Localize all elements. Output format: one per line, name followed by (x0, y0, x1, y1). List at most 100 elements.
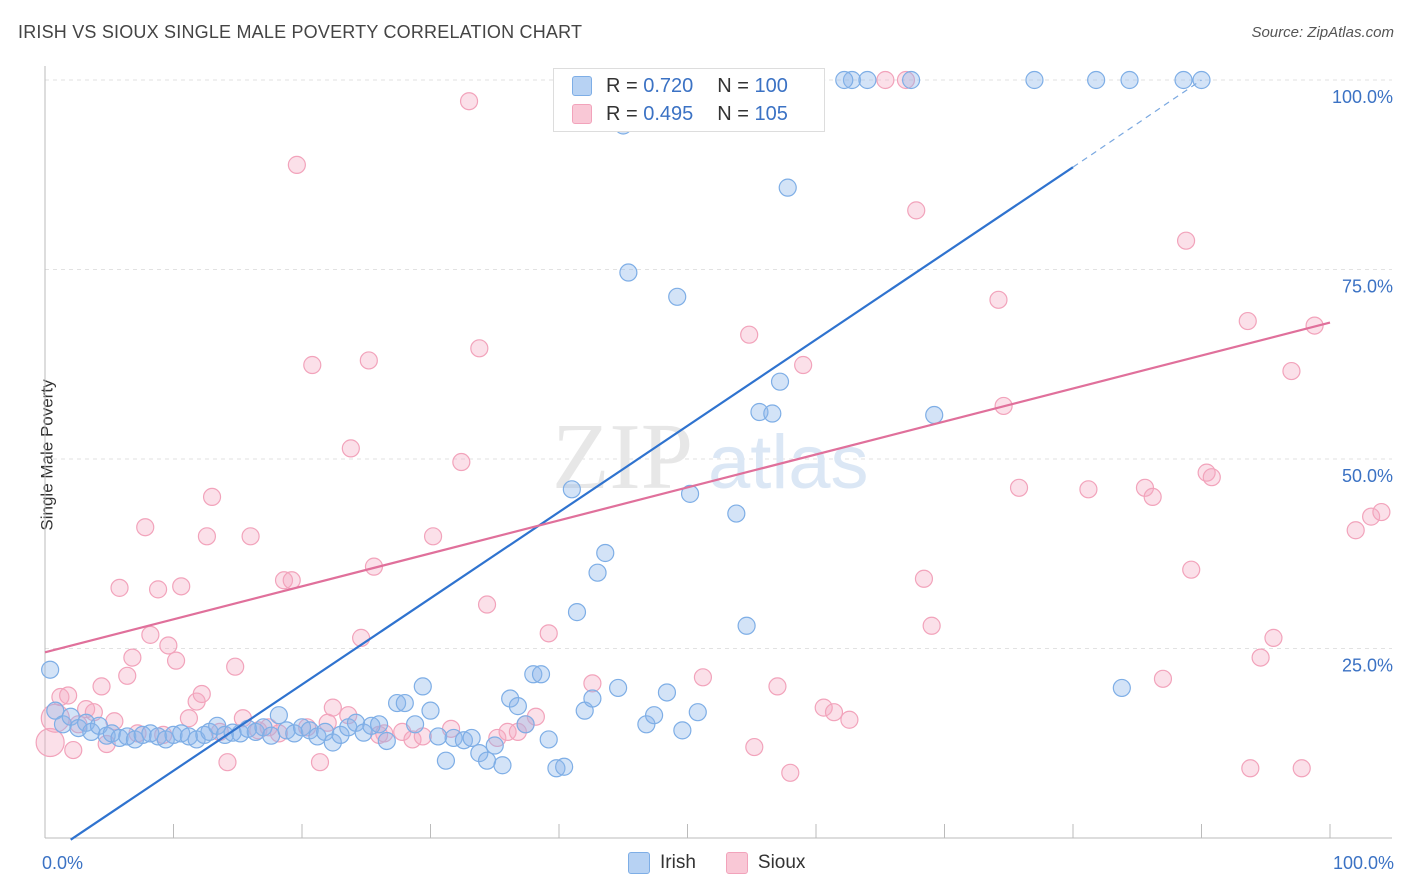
point-irish (609, 678, 628, 698)
point-irish (1025, 70, 1044, 90)
point-sioux (1241, 759, 1260, 778)
point-sioux (287, 155, 306, 174)
point-sioux (470, 339, 489, 358)
point-irish (133, 725, 152, 745)
point-sioux (35, 727, 65, 758)
point-irish (778, 178, 797, 197)
y-tick-label: 50.0% (1342, 466, 1393, 486)
point-sioux (226, 657, 245, 676)
point-irish (901, 70, 921, 90)
point-sioux (110, 578, 129, 597)
point-sioux (477, 595, 497, 614)
legend-swatch-sioux (725, 852, 748, 874)
point-sioux (166, 651, 186, 670)
legend-label-irish: Irish (660, 852, 696, 873)
point-irish (395, 693, 414, 713)
point-sioux (896, 70, 916, 90)
point-sioux (359, 351, 378, 370)
point-sioux (303, 355, 322, 375)
legend-swatch-sioux (572, 104, 592, 124)
point-irish (688, 703, 707, 722)
point-sioux (583, 674, 602, 693)
point-irish (470, 744, 489, 763)
point-sioux (341, 439, 360, 458)
point-irish (269, 706, 288, 725)
point-sioux (508, 722, 527, 741)
point-irish (619, 263, 638, 282)
point-irish (53, 715, 73, 734)
point-irish (516, 715, 535, 734)
stats-legend: R = 0.720 N = 100 R = 0.495 N = 105 (553, 68, 825, 132)
point-sioux (202, 487, 222, 506)
point-irish (1112, 678, 1131, 698)
point-sioux (1372, 502, 1391, 522)
y-tick-label: 100.0% (1332, 87, 1393, 107)
point-sioux (274, 571, 294, 590)
point-sioux (526, 707, 545, 726)
point-irish (567, 603, 587, 622)
point-sioux (179, 709, 199, 728)
point-irish (925, 405, 944, 425)
legend-swatch-irish (572, 76, 592, 96)
point-sioux (740, 325, 759, 344)
point-irish (555, 757, 574, 776)
point-irish (770, 372, 790, 391)
point-irish (858, 70, 877, 90)
point-irish (501, 689, 520, 708)
chart-title: IRISH VS SIOUX SINGLE MALE POVERTY CORRE… (18, 22, 583, 42)
point-irish (429, 727, 448, 746)
point-sioux (148, 580, 168, 599)
point-sioux (92, 677, 111, 696)
point-sioux (64, 740, 83, 760)
trend-lines (44, 79, 1331, 841)
point-sioux (1009, 478, 1029, 497)
point-sioux (172, 577, 191, 596)
point-irish (346, 713, 366, 732)
grid-lines (45, 79, 1392, 649)
point-sioux (693, 668, 713, 687)
legend-r-value-sioux: 0.495 (643, 102, 694, 125)
legend-label-sioux: Sioux (757, 852, 806, 873)
point-irish (637, 715, 656, 734)
point-sioux (459, 92, 479, 111)
point-irish (673, 721, 692, 740)
point-sioux (824, 703, 844, 722)
point-sioux (1135, 478, 1155, 497)
legend-r-label: R = (606, 102, 638, 125)
point-sioux (922, 616, 941, 635)
point-irish (547, 759, 566, 778)
point-irish (680, 484, 700, 503)
point-irish (644, 706, 664, 725)
legend-n-label: N = (717, 102, 749, 125)
point-irish (657, 683, 677, 702)
point-irish (41, 660, 60, 679)
point-sioux (241, 527, 260, 546)
point-irish (539, 730, 558, 749)
point-irish (508, 697, 527, 716)
point-sioux (403, 730, 422, 749)
point-irish (763, 404, 782, 423)
point-irish (195, 725, 214, 745)
point-sioux (1238, 311, 1257, 331)
point-irish (462, 728, 481, 748)
y-tick-label: 75.0% (1342, 277, 1393, 297)
point-sioux (745, 737, 764, 757)
source-label: Source: ZipAtlas.com (1251, 24, 1394, 41)
point-irish (331, 725, 350, 745)
point-sioux (159, 636, 178, 655)
point-sioux (192, 684, 211, 704)
point-irish (421, 701, 440, 720)
point-sioux (1182, 560, 1201, 579)
point-sioux (989, 290, 1008, 309)
point-irish (362, 716, 381, 735)
point-sioux (1251, 648, 1270, 667)
point-sioux (1202, 468, 1221, 487)
point-irish (262, 726, 281, 745)
point-sioux (1292, 759, 1311, 778)
point-sioux (423, 527, 443, 546)
legend-swatch-irish (628, 852, 650, 874)
point-sioux (197, 527, 217, 546)
point-sioux (1143, 487, 1162, 506)
legend-n-value-irish: 100 (754, 74, 788, 97)
